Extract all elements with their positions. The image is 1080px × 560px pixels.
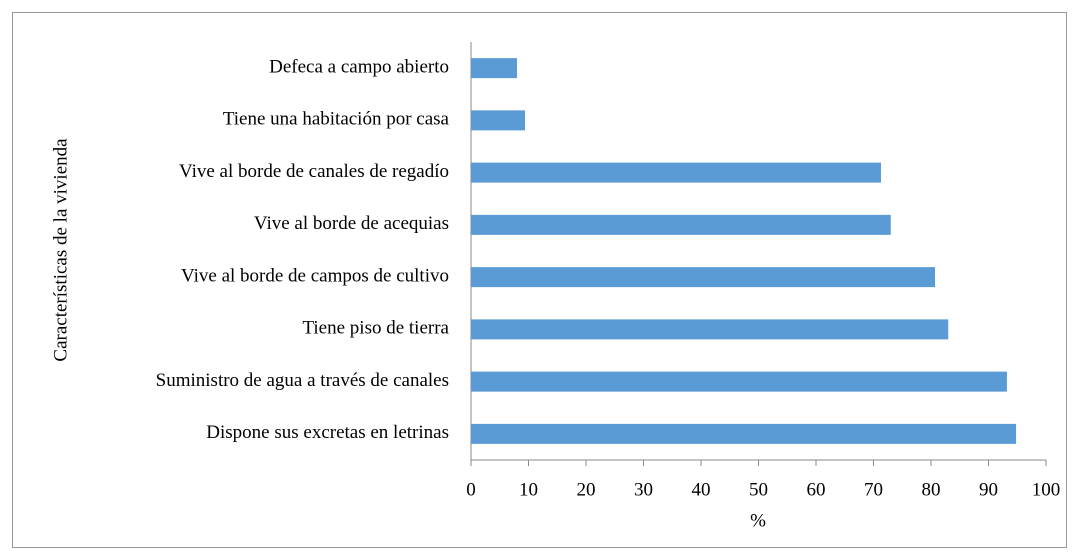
y-tick-label: Suministro de agua a través de canales bbox=[156, 370, 449, 391]
y-tick-label: Tiene piso de tierra bbox=[302, 318, 449, 339]
bar bbox=[471, 423, 1017, 444]
x-tick-label: 40 bbox=[692, 479, 711, 500]
x-tick-label: 20 bbox=[577, 479, 596, 500]
y-tick-label: Dispone sus excretas en letrinas bbox=[206, 422, 449, 443]
x-axis-label: % bbox=[750, 510, 766, 531]
bar bbox=[471, 214, 891, 235]
x-tick-label: 90 bbox=[979, 479, 998, 500]
x-tick-label: 30 bbox=[634, 479, 653, 500]
bar bbox=[471, 162, 881, 183]
bar bbox=[471, 319, 949, 340]
y-tick-label: Vive al borde de acequias bbox=[254, 213, 449, 234]
y-axis-label: Características de la vivienda bbox=[50, 138, 71, 362]
y-tick-label: Tiene una habitación por casa bbox=[223, 109, 450, 130]
x-tick-label: 100 bbox=[1032, 479, 1061, 500]
x-tick-label: 80 bbox=[922, 479, 941, 500]
x-tick-label: 60 bbox=[807, 479, 826, 500]
x-tick-label: 50 bbox=[749, 479, 768, 500]
y-tick-label: Vive al borde de canales de regadío bbox=[179, 161, 449, 182]
x-tick-label: 0 bbox=[466, 479, 476, 500]
y-tick-label: Defeca a campo abierto bbox=[269, 56, 449, 77]
bar bbox=[471, 58, 517, 79]
bar bbox=[471, 371, 1007, 392]
x-tick-label: 10 bbox=[519, 479, 538, 500]
bar bbox=[471, 267, 936, 288]
y-tick-label: Vive al borde de campos de cultivo bbox=[181, 265, 449, 286]
x-tick-label: 70 bbox=[864, 479, 883, 500]
bar bbox=[471, 110, 526, 131]
